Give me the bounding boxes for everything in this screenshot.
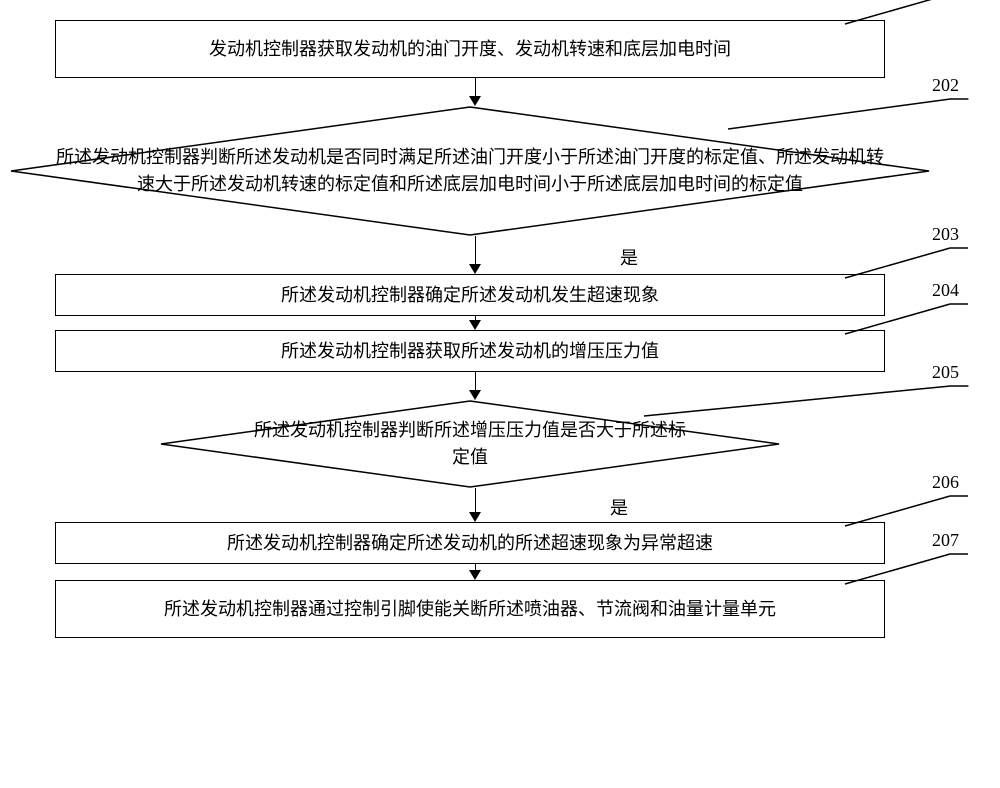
step-callout: 205 <box>642 384 970 418</box>
step-number: 202 <box>932 75 959 96</box>
step-number: 206 <box>932 472 959 493</box>
flow-arrow <box>469 564 481 580</box>
flow-arrow <box>469 488 481 522</box>
flow-arrow <box>469 372 481 400</box>
process-step: 所述发动机控制器确定所述发动机的所述超速现象为异常超速 <box>55 522 885 564</box>
step-text: 发动机控制器获取发动机的油门开度、发动机转速和底层加电时间 <box>209 36 731 63</box>
step-text: 所述发动机控制器通过控制引脚使能关断所述喷油器、节流阀和油量计量单元 <box>164 596 776 623</box>
process-step: 所述发动机控制器获取所述发动机的增压压力值 <box>55 330 885 372</box>
flow-arrow <box>469 316 481 330</box>
flow-arrow <box>469 78 481 106</box>
step-text: 所述发动机控制器确定所述发动机发生超速现象 <box>281 282 659 309</box>
flowchart: 发动机控制器获取发动机的油门开度、发动机转速和底层加电时间201所述发动机控制器… <box>20 20 980 638</box>
step-number: 203 <box>932 224 959 245</box>
step-callout: 202 <box>726 97 970 131</box>
step-callout: 207 <box>843 552 970 586</box>
flow-arrow <box>469 236 481 274</box>
process-step: 所述发动机控制器确定所述发动机发生超速现象 <box>55 274 885 316</box>
process-step: 发动机控制器获取发动机的油门开度、发动机转速和底层加电时间 <box>55 20 885 78</box>
branch-yes-label: 是 <box>610 494 628 520</box>
process-step: 所述发动机控制器通过控制引脚使能关断所述喷油器、节流阀和油量计量单元 <box>55 580 885 638</box>
step-number: 204 <box>932 280 959 301</box>
step-number: 205 <box>932 362 959 383</box>
step-number: 207 <box>932 530 959 551</box>
step-callout: 204 <box>843 302 970 336</box>
step-callout: 201 <box>843 0 970 26</box>
step-callout: 203 <box>843 246 970 280</box>
step-text: 所述发动机控制器获取所述发动机的增压压力值 <box>281 338 659 365</box>
branch-yes-label: 是 <box>620 244 638 270</box>
step-text: 所述发动机控制器确定所述发动机的所述超速现象为异常超速 <box>227 530 713 557</box>
step-callout: 206 <box>843 494 970 528</box>
